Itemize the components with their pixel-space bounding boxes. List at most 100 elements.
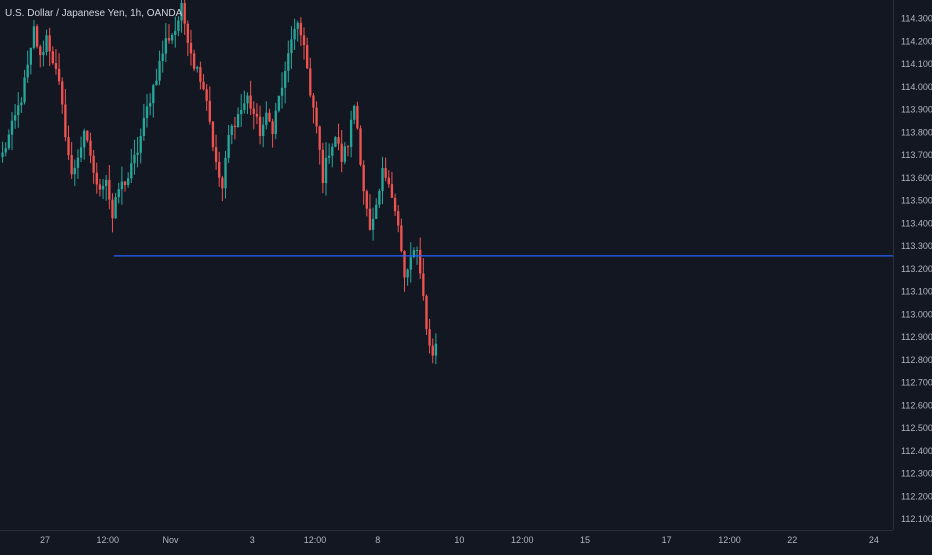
time-axis[interactable]: 27 12:00 Nov 3 12:00 8 10 12:00 15 17 12:00 22 24 xyxy=(40,535,879,545)
candle-body xyxy=(428,329,431,346)
candle-body xyxy=(98,184,102,190)
candle-body xyxy=(51,51,54,64)
price-tick-label: 112.200 xyxy=(901,491,932,501)
candle-body xyxy=(415,250,419,252)
candle-body xyxy=(293,28,296,40)
candle-body xyxy=(189,42,193,54)
candle-body xyxy=(409,257,412,270)
candle-body xyxy=(7,134,11,149)
candle-body xyxy=(10,120,14,135)
candle-body xyxy=(419,250,422,274)
candle-body xyxy=(48,35,51,52)
candle-body xyxy=(381,167,384,191)
candle-body xyxy=(155,80,158,86)
candle-body xyxy=(196,67,199,69)
candle-body xyxy=(180,3,183,21)
candle-body xyxy=(42,51,45,56)
candle-body xyxy=(20,102,23,106)
candle-body xyxy=(265,112,268,125)
candle-body xyxy=(120,181,124,190)
price-tick-label: 113.500 xyxy=(901,196,932,206)
candle-body xyxy=(400,225,403,252)
candle-body xyxy=(199,67,202,82)
candle-body xyxy=(309,68,312,96)
candle-body xyxy=(92,155,95,173)
candle-body xyxy=(324,157,328,184)
time-tick-label: 12:00 xyxy=(96,535,119,545)
price-tick-label: 113.400 xyxy=(901,218,932,228)
time-tick-label: 15 xyxy=(580,535,590,545)
candle-body xyxy=(79,147,83,158)
candle-body xyxy=(161,53,164,62)
candle-body xyxy=(114,197,117,219)
symbol-title[interactable]: U.S. Dollar / Japanese Yen, 1h, OANDA xyxy=(5,8,183,19)
price-tick-label: 114.300 xyxy=(901,14,932,24)
price-tick-label: 113.600 xyxy=(901,173,932,183)
candle-body xyxy=(302,35,306,46)
candle-body xyxy=(349,119,353,147)
candle-body xyxy=(305,45,309,69)
price-tick-label: 112.300 xyxy=(901,469,932,479)
price-tick-label: 112.400 xyxy=(901,446,932,456)
price-tick-label: 112.800 xyxy=(901,355,932,365)
candle-body xyxy=(299,22,303,36)
price-tick-label: 113.700 xyxy=(901,150,932,160)
price-tick-label: 113.300 xyxy=(901,241,932,251)
candle-body xyxy=(271,121,274,135)
candle-body xyxy=(123,181,127,185)
time-tick-label: 3 xyxy=(250,535,255,545)
candle-body xyxy=(268,112,271,122)
time-tick-label: 24 xyxy=(869,535,879,545)
candle-body xyxy=(158,61,161,81)
candle-body xyxy=(57,68,61,82)
candle-body xyxy=(346,146,350,148)
candle-body xyxy=(32,26,36,48)
candle-body xyxy=(321,149,325,184)
candle-body xyxy=(236,114,240,128)
candle-body xyxy=(262,124,265,137)
candle-body xyxy=(208,100,211,122)
time-tick-label: 17 xyxy=(662,535,672,545)
candle-body xyxy=(224,157,227,189)
candles-layer xyxy=(1,0,438,365)
candle-body xyxy=(365,191,368,209)
candle-body xyxy=(127,178,130,185)
candle-body xyxy=(152,85,155,104)
candle-body xyxy=(105,179,108,186)
candle-body xyxy=(233,125,237,128)
candle-body xyxy=(95,172,98,185)
candle-body xyxy=(318,126,321,150)
candle-body xyxy=(287,53,290,71)
candle-body xyxy=(211,121,215,148)
candle-body xyxy=(101,185,105,190)
candle-body xyxy=(353,105,356,120)
candle-body xyxy=(192,53,196,69)
candle-body xyxy=(139,135,142,153)
price-tick-label: 114.200 xyxy=(901,36,932,46)
candle-body xyxy=(4,148,7,153)
candle-body xyxy=(23,77,26,103)
candle-body xyxy=(434,343,438,356)
price-axis[interactable]: 114.300 114.200 114.100 114.000 113.900 113.8… xyxy=(901,14,932,524)
candle-body xyxy=(76,157,80,168)
price-tick-label: 112.600 xyxy=(901,400,932,410)
candle-body xyxy=(1,152,4,158)
candle-body xyxy=(331,146,334,156)
candle-body xyxy=(142,118,146,136)
time-tick-label: 22 xyxy=(787,535,797,545)
candle-body xyxy=(177,20,180,31)
candle-body xyxy=(26,64,29,78)
candle-body xyxy=(422,273,425,296)
price-tick-label: 113.800 xyxy=(901,127,932,137)
time-tick-label: 10 xyxy=(454,535,464,545)
candle-body xyxy=(45,35,48,52)
candle-body xyxy=(431,345,434,356)
candle-body xyxy=(133,154,136,164)
candle-body xyxy=(378,190,381,205)
candle-body xyxy=(164,38,168,54)
price-tick-label: 112.500 xyxy=(901,423,932,433)
candle-body xyxy=(243,103,246,110)
candle-body xyxy=(35,26,39,47)
